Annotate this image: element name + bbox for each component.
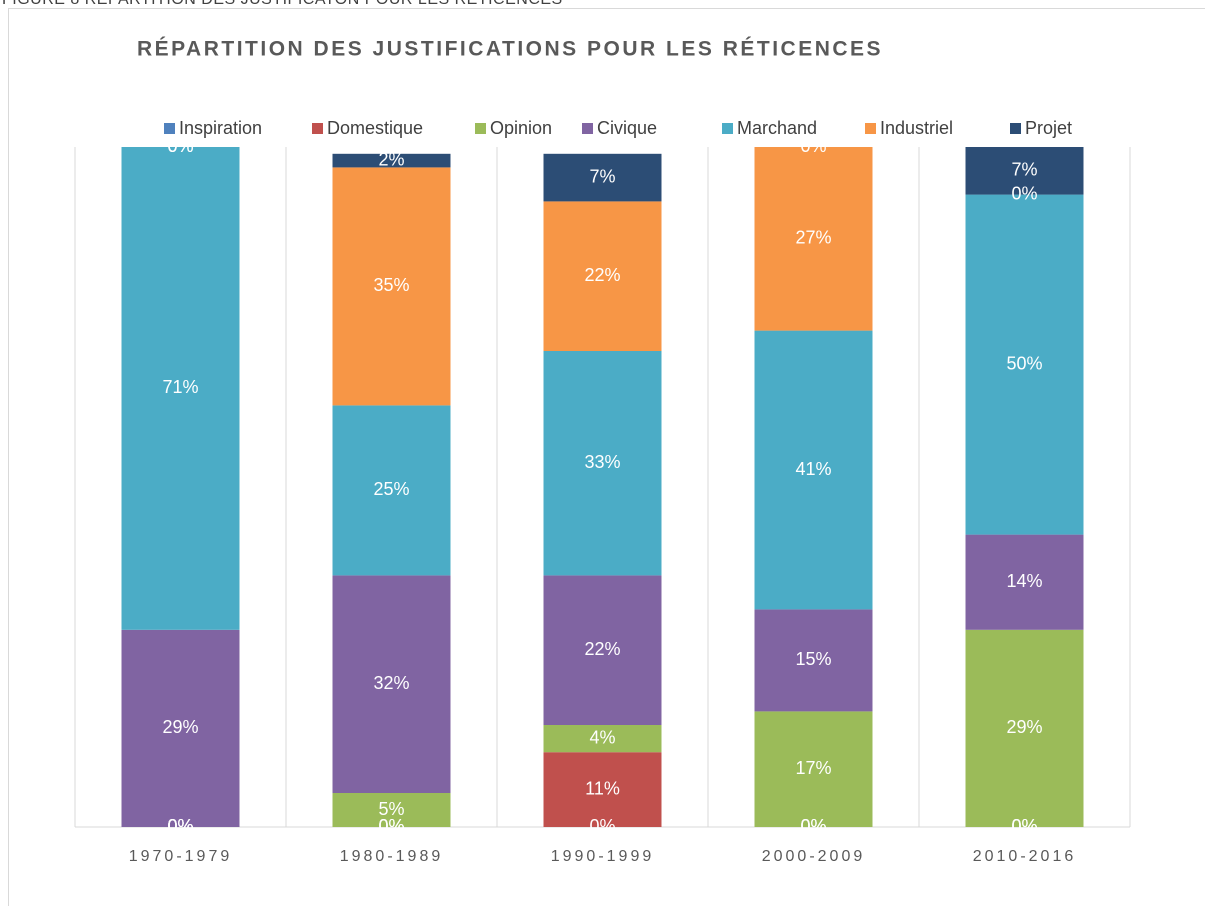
- data-label: 11%: [585, 778, 620, 798]
- data-label: 5%: [378, 799, 404, 819]
- bar-segment: [332, 575, 451, 793]
- data-label: 0%: [167, 816, 193, 836]
- data-label: 7%: [1011, 160, 1037, 180]
- legend-swatch: [582, 123, 593, 134]
- data-label: 32%: [373, 673, 409, 693]
- data-label: 0%: [167, 136, 193, 156]
- data-label: 0%: [589, 816, 615, 836]
- data-label: 27%: [795, 228, 831, 248]
- data-label: 71%: [162, 377, 198, 397]
- data-label: 0%: [378, 816, 404, 836]
- bar-segment: [965, 194, 1084, 535]
- legend-label: Opinion: [490, 118, 552, 138]
- legend-label: Marchand: [737, 118, 817, 138]
- bar-segment: [121, 147, 240, 630]
- bar-segment: [754, 330, 873, 610]
- data-label: 33%: [584, 452, 620, 472]
- legend-swatch: [722, 123, 733, 134]
- bar-segment: [332, 405, 451, 576]
- bar-segment: [543, 153, 662, 202]
- legend-label: Domestique: [327, 118, 423, 138]
- data-label: 0%: [378, 816, 404, 836]
- data-label: 0%: [167, 136, 193, 156]
- data-label: 0%: [167, 816, 193, 836]
- x-tick-label: 2010-2016: [973, 848, 1077, 865]
- data-label: 4%: [589, 727, 615, 747]
- legend-label: Inspiration: [179, 118, 262, 138]
- data-label: 0%: [800, 816, 826, 836]
- data-label: 25%: [373, 479, 409, 499]
- legend-swatch: [164, 123, 175, 134]
- data-label: 17%: [795, 758, 831, 778]
- data-label: 7%: [589, 166, 615, 186]
- bar-segment: [543, 752, 662, 827]
- bar-segment: [543, 575, 662, 725]
- legend-swatch: [312, 123, 323, 134]
- data-label: 0%: [1011, 816, 1037, 836]
- bar-segment: [965, 629, 1084, 827]
- bar-segment: [543, 351, 662, 576]
- bar-segment: [543, 725, 662, 753]
- data-label: 2%: [378, 149, 404, 169]
- data-label: 29%: [1006, 717, 1042, 737]
- legend-swatch: [865, 123, 876, 134]
- bar-segment: [965, 534, 1084, 630]
- data-label: 22%: [584, 265, 620, 285]
- data-label: 22%: [584, 639, 620, 659]
- data-label: 0%: [800, 816, 826, 836]
- data-label: 0%: [800, 136, 826, 156]
- chart-frame: [8, 8, 1205, 906]
- bar-segment: [332, 153, 451, 168]
- data-label: 0%: [1011, 183, 1037, 203]
- bar-segment: [965, 147, 1084, 195]
- bar-segment: [754, 609, 873, 712]
- data-label: 0%: [167, 816, 193, 836]
- figure-caption: FIGURE 8 RÉPARTITION DES JUSTIFICATON PO…: [2, 0, 563, 9]
- data-label: 35%: [373, 275, 409, 295]
- x-tick-label: 1990-1999: [551, 848, 655, 865]
- legend-label: Industriel: [880, 118, 953, 138]
- legend-swatch: [1010, 123, 1021, 134]
- x-tick-label: 1980-1989: [340, 848, 444, 865]
- bar-segment: [332, 793, 451, 827]
- data-label: 41%: [795, 459, 831, 479]
- data-label: 29%: [162, 717, 198, 737]
- chart-title: RÉPARTITION DES JUSTIFICATIONS POUR LES …: [137, 38, 883, 61]
- data-label: 14%: [1006, 571, 1042, 591]
- bar-segment: [543, 201, 662, 351]
- data-label: 50%: [1006, 353, 1042, 373]
- bar-segment: [332, 167, 451, 406]
- x-tick-label: 1970-1979: [129, 848, 233, 865]
- data-label: 0%: [1011, 816, 1037, 836]
- bar-segment: [754, 711, 873, 827]
- data-label: 15%: [795, 649, 831, 669]
- legend-label: Projet: [1025, 118, 1072, 138]
- x-tick-label: 2000-2009: [762, 848, 866, 865]
- legend-swatch: [475, 123, 486, 134]
- bar-segment: [754, 147, 873, 331]
- legend-label: Civique: [597, 118, 657, 138]
- bar-segment: [121, 629, 240, 827]
